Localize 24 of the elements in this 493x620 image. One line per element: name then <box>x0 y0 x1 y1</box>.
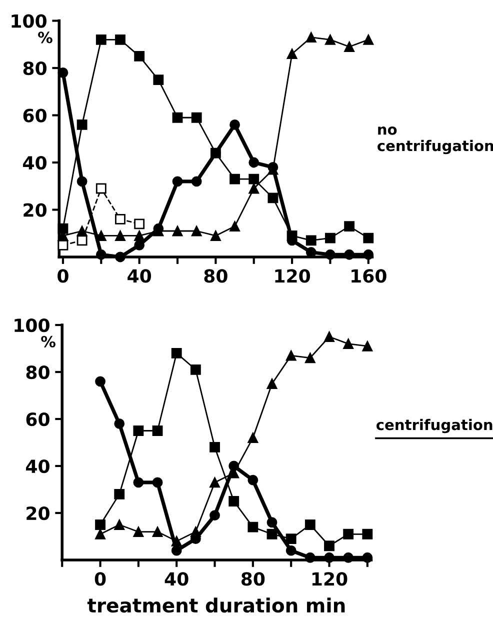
y-tick-label: 100 <box>14 318 50 332</box>
x-tick-label: 120 <box>275 269 310 283</box>
x-tick-label: 80 <box>204 269 228 283</box>
y-tick-label: 100 <box>12 14 46 28</box>
y-tick-label: 60 <box>23 108 46 122</box>
y-tick-label: 40 <box>26 459 50 474</box>
x-tick-label: 40 <box>128 269 152 283</box>
x-tick-label: 40 <box>164 572 188 586</box>
x-tick-label: 0 <box>94 572 106 586</box>
y-tick-label: 80 <box>26 365 50 380</box>
y-tick-label: 20 <box>26 506 50 520</box>
x-tick-label: 160 <box>352 269 386 283</box>
y-tick-label: 20 <box>24 203 46 217</box>
x-tick-label: 0 <box>58 269 68 283</box>
text: no centrifugation <box>378 126 493 154</box>
y-axis-title: % <box>41 336 56 348</box>
x-axis-title: treatment duration min <box>87 598 345 613</box>
y-tick-label: 80 <box>23 61 46 76</box>
x-tick-label: 80 <box>241 572 265 586</box>
y-tick-label: 60 <box>26 412 50 426</box>
y-axis-title: % <box>38 32 52 44</box>
x-tick-label: 120 <box>312 572 348 586</box>
y-tick-label: 40 <box>23 156 46 170</box>
text: centrifugation <box>376 418 492 434</box>
